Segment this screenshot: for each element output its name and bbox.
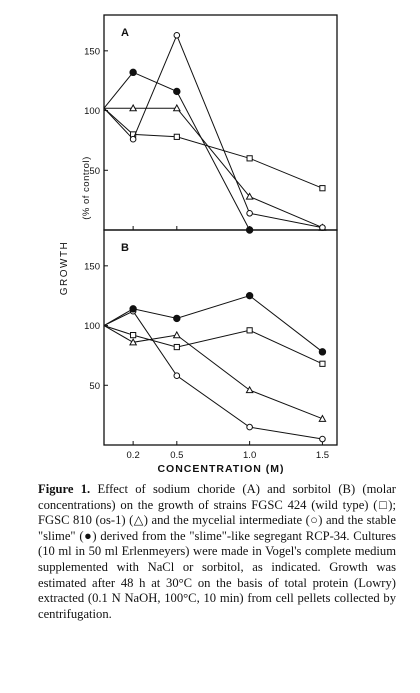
data-point-filled-circle bbox=[173, 314, 181, 323]
series-line-filled-circle bbox=[103, 295, 323, 353]
data-point-square bbox=[173, 133, 180, 140]
data-point-filled-circle bbox=[129, 68, 137, 77]
data-point-square bbox=[246, 327, 253, 334]
data-point-filled-circle bbox=[129, 305, 137, 313]
data-point-triangle bbox=[172, 103, 181, 112]
y-tick-label: 150 bbox=[84, 46, 100, 57]
data-point-filled-circle bbox=[245, 291, 254, 300]
data-point-open-circle bbox=[173, 32, 181, 39]
series-line-triangle bbox=[103, 325, 323, 420]
y-tick-label: 50 bbox=[89, 381, 100, 392]
x-tick-label: 0.5 bbox=[170, 450, 183, 461]
panel-b-label: B bbox=[121, 242, 129, 254]
series-line-open-circle bbox=[103, 310, 323, 440]
data-point-filled-circle bbox=[318, 348, 327, 356]
series-line-square bbox=[103, 107, 323, 189]
y-tick-label: 50 bbox=[89, 166, 100, 177]
data-point-square bbox=[130, 332, 137, 339]
caption-text: Effect of sodium choride (A) and sorbito… bbox=[38, 482, 396, 621]
panel-a: A 50 100 150 bbox=[84, 14, 338, 234]
x-axis-label: CONCENTRATION (M) bbox=[157, 463, 284, 475]
panel-a-series bbox=[103, 32, 327, 234]
x-tick-labels: 0.2 0.5 1.0 1.5 bbox=[127, 450, 330, 461]
panel-a-frame bbox=[103, 14, 338, 231]
x-tick-label: 1.0 bbox=[243, 450, 256, 461]
y-axis-label: GROWTH bbox=[59, 241, 70, 296]
data-point-square bbox=[246, 155, 253, 162]
data-point-triangle bbox=[129, 103, 138, 112]
y-axis-unit-label: (% of control) bbox=[81, 156, 92, 220]
y-tick-label: 100 bbox=[84, 106, 100, 117]
caption-label: Figure 1. bbox=[38, 482, 91, 496]
data-point-square bbox=[319, 185, 326, 192]
figure: A 50 100 150 B 50 100 150 GROWTH (% of contr… bbox=[59, 14, 338, 475]
figure-caption: Figure 1. Effect of sodium choride (A) a… bbox=[38, 482, 396, 622]
data-point-open-circle bbox=[173, 372, 181, 380]
panel-b: B 50 100 150 bbox=[84, 229, 338, 446]
series-line-triangle bbox=[104, 107, 323, 229]
panel-a-label: A bbox=[121, 27, 129, 39]
x-tick-label: 1.5 bbox=[316, 450, 329, 461]
series-line-filled-circle bbox=[103, 71, 251, 231]
series-line-open-circle bbox=[103, 33, 323, 229]
data-point-filled-circle bbox=[173, 87, 181, 96]
data-point-open-circle bbox=[319, 435, 326, 443]
panel-b-frame bbox=[103, 229, 338, 446]
data-point-triangle bbox=[172, 330, 181, 339]
data-point-triangle bbox=[245, 385, 254, 394]
data-point-triangle bbox=[245, 192, 254, 200]
data-point-open-circle bbox=[246, 423, 253, 431]
data-point-square bbox=[173, 343, 180, 351]
panel-b-ticks: 50 100 150 bbox=[84, 261, 323, 445]
data-point-open-circle bbox=[246, 209, 253, 217]
panel-a-ticks: 50 100 150 bbox=[84, 46, 323, 230]
y-tick-label: 150 bbox=[84, 261, 100, 272]
panel-b-series bbox=[103, 291, 327, 443]
data-point-triangle bbox=[129, 338, 138, 346]
x-tick-label: 0.2 bbox=[127, 450, 140, 461]
data-point-triangle bbox=[318, 414, 327, 422]
data-point-square bbox=[319, 360, 326, 367]
data-point-open-circle bbox=[129, 135, 137, 143]
y-tick-label: 100 bbox=[84, 321, 100, 332]
